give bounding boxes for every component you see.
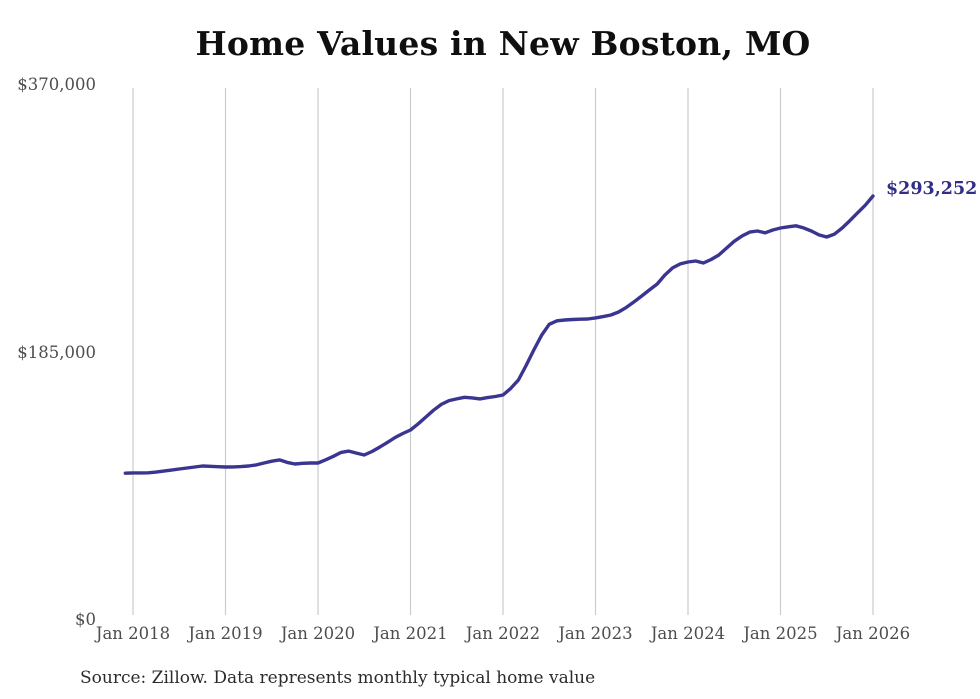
y-axis-tick-label: $185,000 — [17, 342, 96, 362]
home-value-line — [123, 194, 875, 475]
latest-value-label: $293,252 — [886, 179, 978, 199]
x-axis-tick-label: Jan 2023 — [558, 624, 633, 643]
y-axis-tick-label: $0 — [75, 610, 96, 630]
x-axis-tick-label: Jan 2018 — [95, 624, 171, 643]
x-axis-tick-label: Jan 2019 — [188, 624, 263, 643]
x-axis-tick-label: Jan 2022 — [465, 624, 541, 643]
x-axis-tick-label: Jan 2026 — [835, 624, 911, 643]
x-axis-tick-label: Jan 2021 — [373, 624, 448, 643]
x-axis-tick-label: Jan 2024 — [650, 624, 726, 643]
x-axis-tick-label: Jan 2020 — [280, 624, 356, 643]
chart-title: Home Values in New Boston, MO — [195, 24, 811, 63]
source-note: Source: Zillow. Data represents monthly … — [80, 668, 596, 688]
x-axis-tick-label: Jan 2025 — [743, 624, 818, 643]
y-axis-tick-label: $370,000 — [17, 75, 96, 95]
